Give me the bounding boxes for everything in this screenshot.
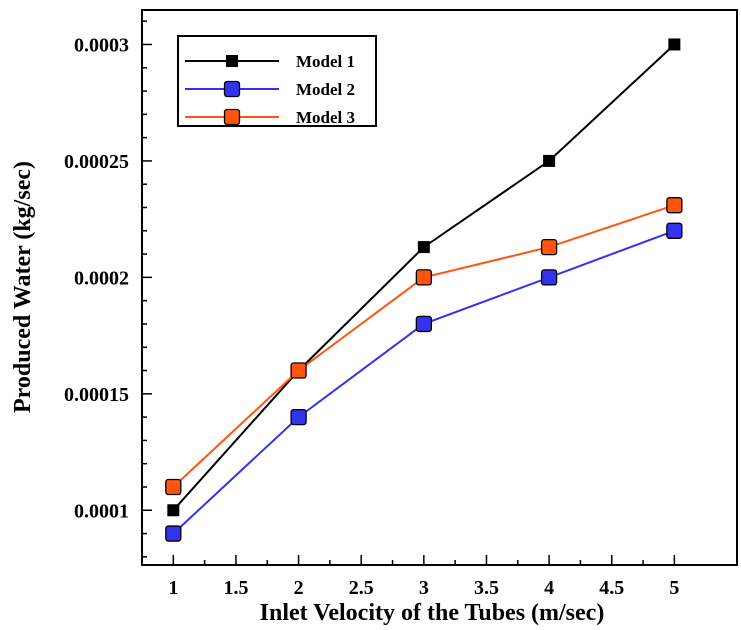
x-tick-label: 3.5: [474, 577, 499, 599]
data-point-series-1: [417, 241, 430, 254]
legend-box: [177, 35, 377, 127]
legend-marker-2: [223, 80, 241, 98]
series-layer: [165, 38, 683, 542]
y-tick-label: 0.0003: [74, 34, 129, 56]
x-tick-label: 4: [544, 577, 554, 599]
legend-label-2: Model 2: [296, 80, 355, 99]
plot-frame: [141, 9, 738, 566]
y-tick-label: 0.0002: [74, 267, 129, 289]
y-axis-label: Produced Water (kg/sec): [10, 161, 36, 413]
y-axis-ticks: 0.0001 0.00015 0.0002 0.00025 0.0003: [64, 20, 152, 558]
y-tick-label: 0.0001: [74, 500, 129, 522]
data-point-series-2: [165, 525, 182, 542]
x-tick-label: 3: [419, 577, 429, 599]
data-point-series-1: [668, 38, 681, 51]
data-point-series-2: [666, 222, 683, 239]
x-tick-label: 1: [168, 577, 178, 599]
x-tick-label: 2.5: [349, 577, 374, 599]
legend: Model 1 Model 2 Model 3: [177, 35, 377, 127]
data-point-series-2: [290, 408, 307, 426]
x-tick-label: 2: [294, 577, 304, 599]
data-point-series-3: [540, 238, 558, 256]
y-tick-label: 0.00025: [64, 151, 129, 173]
data-point-series-3: [165, 478, 182, 496]
x-tick-label: 4.5: [599, 577, 624, 599]
legend-marker-1: [226, 55, 238, 67]
x-axis-ticks: 1 1.5 2 2.5 3 3.5 4 4.5 5: [168, 555, 679, 599]
x-tick-label: 1.5: [223, 577, 248, 599]
y-tick-label: 0.00015: [64, 384, 129, 406]
legend-marker-3: [223, 108, 241, 126]
x-axis-label: Inlet Velocity of the Tubes (m/sec): [260, 600, 605, 626]
x-tick-label: 5: [669, 577, 679, 599]
data-point-series-3: [666, 197, 683, 214]
data-point-series-3: [415, 269, 432, 286]
data-point-series-2: [415, 315, 432, 333]
data-point-series-2: [540, 269, 558, 286]
data-point-series-1: [167, 504, 180, 517]
legend-label-3: Model 3: [296, 108, 355, 127]
legend-label-1: Model 1: [296, 52, 355, 71]
data-point-series-1: [543, 154, 556, 167]
data-point-series-3: [290, 362, 307, 379]
